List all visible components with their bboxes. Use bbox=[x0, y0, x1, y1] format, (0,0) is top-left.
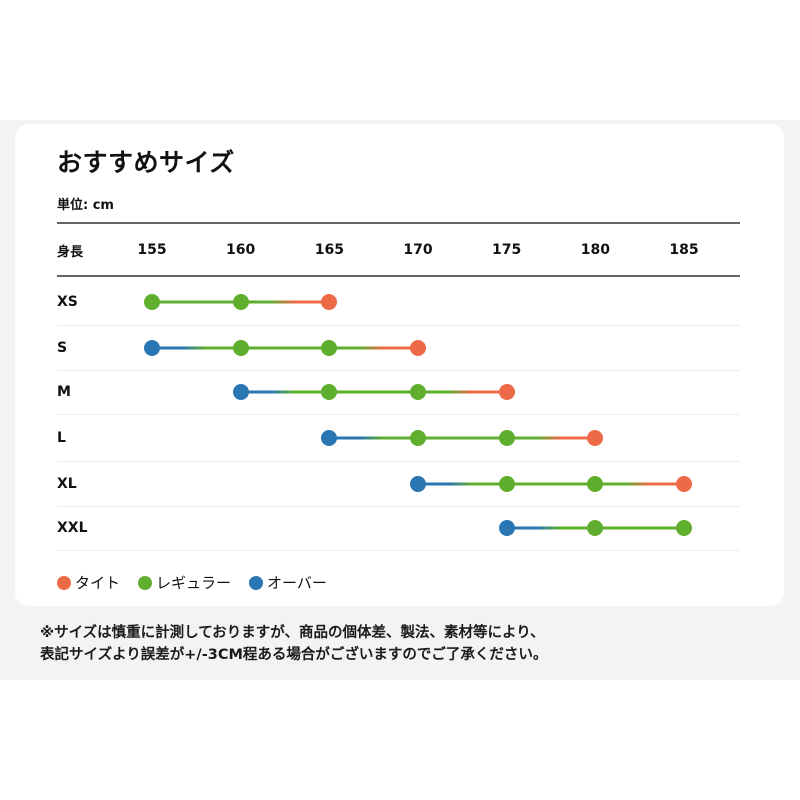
height-tick: 170 bbox=[403, 242, 433, 258]
range-segment bbox=[152, 346, 241, 350]
range-segment bbox=[329, 436, 418, 440]
regular-dot-icon bbox=[232, 340, 249, 356]
height-tick: 185 bbox=[669, 242, 699, 258]
tight-dot-icon bbox=[410, 340, 426, 356]
regular-dot-icon bbox=[410, 384, 426, 400]
row-divider bbox=[57, 461, 740, 462]
size-label-l: L bbox=[57, 430, 66, 446]
height-tick: 175 bbox=[492, 242, 522, 258]
tight-dot-icon bbox=[587, 430, 604, 446]
legend-item-regular: レギュラー bbox=[138, 572, 231, 593]
over-dot-icon bbox=[144, 340, 160, 356]
regular-dot-icon bbox=[587, 476, 604, 492]
size-chart-card bbox=[15, 124, 784, 606]
disclaimer-line-1: ※サイズは慎重に計測しておりますが、商品の個体差、製法、素材等により、 bbox=[40, 625, 545, 641]
legend-label-tight: タイト bbox=[75, 574, 121, 592]
row-divider bbox=[57, 506, 740, 507]
regular-dot-icon bbox=[498, 430, 515, 446]
regular-dot-icon bbox=[410, 430, 426, 446]
legend-item-tight: タイト bbox=[57, 572, 120, 593]
row-divider bbox=[57, 550, 740, 551]
range-segment bbox=[418, 482, 507, 486]
tight-dot-icon bbox=[676, 476, 692, 492]
range-segment bbox=[152, 300, 241, 304]
range-segment bbox=[418, 390, 507, 394]
regular-dot-icon bbox=[587, 520, 604, 536]
legend-label-regular: レギュラー bbox=[156, 574, 232, 592]
regular-dot-icon bbox=[144, 294, 160, 310]
over-dot-icon bbox=[498, 520, 515, 536]
size-label-xl: XL bbox=[57, 476, 77, 492]
over-dot-icon bbox=[410, 476, 426, 492]
size-label-m: M bbox=[57, 384, 71, 400]
height-tick: 155 bbox=[137, 242, 167, 258]
range-segment bbox=[240, 390, 330, 394]
range-segment bbox=[418, 436, 507, 440]
tight-dot-icon bbox=[57, 575, 71, 590]
header-bottom-rule bbox=[57, 275, 740, 277]
size-label-xs: XS bbox=[57, 294, 78, 310]
size-label-s: S bbox=[57, 340, 68, 356]
range-segment bbox=[329, 346, 418, 350]
height-tick: 165 bbox=[314, 242, 344, 258]
header-top-rule bbox=[57, 222, 740, 224]
regular-dot-icon bbox=[138, 575, 153, 590]
tight-dot-icon bbox=[498, 384, 515, 400]
over-dot-icon bbox=[321, 430, 338, 446]
regular-dot-icon bbox=[232, 294, 249, 310]
row-divider bbox=[57, 414, 740, 415]
disclaimer-line-2: 表記サイズより誤差が+/-3CM程ある場合がございますのでご了承ください。 bbox=[40, 647, 548, 663]
height-tick: 180 bbox=[580, 242, 610, 258]
range-segment bbox=[595, 482, 684, 486]
legend-item-over: オーバー bbox=[249, 572, 327, 593]
regular-dot-icon bbox=[321, 384, 338, 400]
height-axis-label: 身長 bbox=[57, 245, 84, 260]
disclaimer-note: ※サイズは慎重に計測しておりますが、商品の個体差、製法、素材等により、 表記サイ… bbox=[40, 622, 547, 666]
regular-dot-icon bbox=[498, 476, 515, 492]
unit-label: 単位: cm bbox=[57, 198, 114, 213]
range-segment bbox=[506, 526, 596, 530]
range-segment bbox=[506, 482, 596, 486]
regular-dot-icon bbox=[676, 520, 692, 536]
row-divider bbox=[57, 370, 740, 371]
regular-dot-icon bbox=[321, 340, 338, 356]
height-tick: 160 bbox=[226, 242, 256, 258]
row-divider bbox=[57, 325, 740, 326]
range-segment bbox=[240, 346, 330, 350]
legend-label-over: オーバー bbox=[267, 574, 327, 592]
over-dot-icon bbox=[232, 384, 249, 400]
range-segment bbox=[595, 526, 684, 530]
range-segment bbox=[329, 390, 418, 394]
size-label-xxl: XXL bbox=[57, 520, 88, 536]
legend: タイト レギュラー オーバー bbox=[57, 572, 345, 593]
chart-title: おすすめサイズ bbox=[57, 148, 235, 177]
tight-dot-icon bbox=[321, 294, 338, 310]
range-segment bbox=[506, 436, 596, 440]
range-segment bbox=[240, 300, 330, 304]
over-dot-icon bbox=[249, 575, 264, 590]
